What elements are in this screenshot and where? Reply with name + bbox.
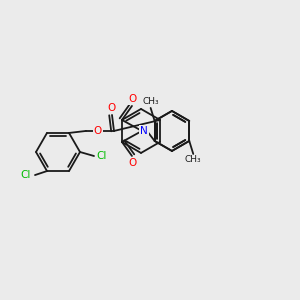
Text: O: O bbox=[94, 126, 102, 136]
Text: Cl: Cl bbox=[97, 151, 107, 161]
Text: O: O bbox=[129, 94, 137, 104]
Text: CH₃: CH₃ bbox=[185, 155, 202, 164]
Text: CH₃: CH₃ bbox=[142, 98, 159, 106]
Text: Cl: Cl bbox=[21, 170, 31, 180]
Text: O: O bbox=[129, 158, 137, 168]
Text: N: N bbox=[140, 126, 148, 136]
Text: O: O bbox=[108, 103, 116, 113]
